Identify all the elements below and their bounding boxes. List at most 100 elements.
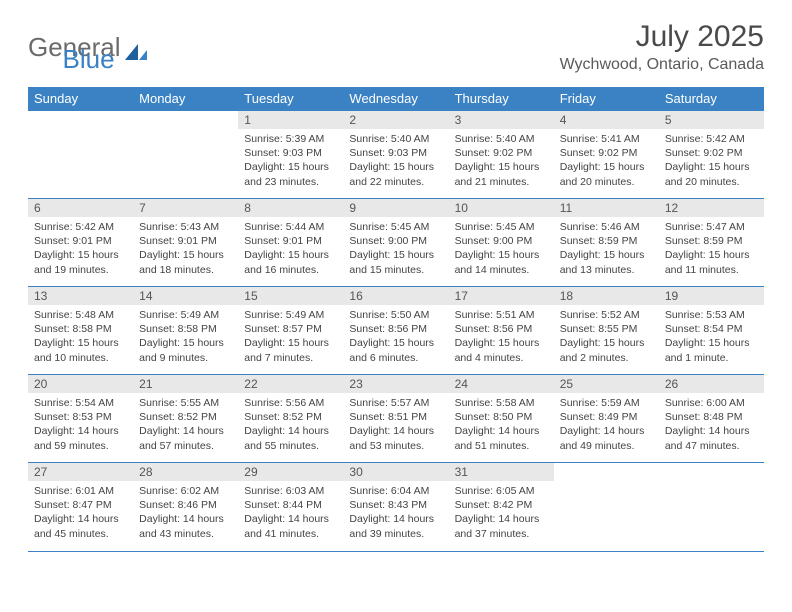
calendar-day-cell: 28Sunrise: 6:02 AMSunset: 8:46 PMDayligh… [133, 463, 238, 551]
daylight-text: Daylight: 15 hours and 1 minute. [665, 336, 758, 364]
daylight-text: Daylight: 14 hours and 53 minutes. [349, 424, 442, 452]
sunset-text: Sunset: 8:51 PM [349, 410, 442, 424]
sunset-text: Sunset: 8:56 PM [349, 322, 442, 336]
day-number: 20 [28, 375, 133, 393]
day-content: Sunrise: 5:42 AMSunset: 9:01 PMDaylight:… [28, 217, 133, 283]
sunset-text: Sunset: 8:52 PM [244, 410, 337, 424]
day-content: Sunrise: 5:48 AMSunset: 8:58 PMDaylight:… [28, 305, 133, 371]
day-content: Sunrise: 5:41 AMSunset: 9:02 PMDaylight:… [554, 129, 659, 195]
sunrise-text: Sunrise: 5:40 AM [455, 132, 548, 146]
calendar-day-cell: 9Sunrise: 5:45 AMSunset: 9:00 PMDaylight… [343, 199, 448, 287]
sunset-text: Sunset: 8:42 PM [455, 498, 548, 512]
sunrise-text: Sunrise: 6:03 AM [244, 484, 337, 498]
sunset-text: Sunset: 9:00 PM [455, 234, 548, 248]
sunrise-text: Sunrise: 5:59 AM [560, 396, 653, 410]
calendar-day-cell: 2Sunrise: 5:40 AMSunset: 9:03 PMDaylight… [343, 111, 448, 199]
weekday-header: Monday [133, 87, 238, 111]
day-number: 19 [659, 287, 764, 305]
day-number: 27 [28, 463, 133, 481]
day-number: 24 [449, 375, 554, 393]
sunrise-text: Sunrise: 5:47 AM [665, 220, 758, 234]
day-content: Sunrise: 5:56 AMSunset: 8:52 PMDaylight:… [238, 393, 343, 459]
day-number: 15 [238, 287, 343, 305]
calendar-day-cell: 30Sunrise: 6:04 AMSunset: 8:43 PMDayligh… [343, 463, 448, 551]
calendar-day-cell: 16Sunrise: 5:50 AMSunset: 8:56 PMDayligh… [343, 287, 448, 375]
sunrise-text: Sunrise: 5:56 AM [244, 396, 337, 410]
sunrise-text: Sunrise: 6:02 AM [139, 484, 232, 498]
day-number: 8 [238, 199, 343, 217]
daylight-text: Daylight: 15 hours and 2 minutes. [560, 336, 653, 364]
sunset-text: Sunset: 8:53 PM [34, 410, 127, 424]
day-content: Sunrise: 5:40 AMSunset: 9:03 PMDaylight:… [343, 129, 448, 195]
calendar-day-cell: 10Sunrise: 5:45 AMSunset: 9:00 PMDayligh… [449, 199, 554, 287]
sunrise-text: Sunrise: 6:05 AM [455, 484, 548, 498]
day-number: 18 [554, 287, 659, 305]
day-content: Sunrise: 5:54 AMSunset: 8:53 PMDaylight:… [28, 393, 133, 459]
day-number: 22 [238, 375, 343, 393]
daylight-text: Daylight: 15 hours and 20 minutes. [665, 160, 758, 188]
day-number: 16 [343, 287, 448, 305]
sunrise-text: Sunrise: 5:39 AM [244, 132, 337, 146]
sunset-text: Sunset: 8:46 PM [139, 498, 232, 512]
day-content: Sunrise: 5:44 AMSunset: 9:01 PMDaylight:… [238, 217, 343, 283]
sunset-text: Sunset: 9:02 PM [455, 146, 548, 160]
calendar-day-cell [28, 111, 133, 199]
calendar-week-row: 13Sunrise: 5:48 AMSunset: 8:58 PMDayligh… [28, 287, 764, 375]
calendar-day-cell: 29Sunrise: 6:03 AMSunset: 8:44 PMDayligh… [238, 463, 343, 551]
sunrise-text: Sunrise: 5:44 AM [244, 220, 337, 234]
sunset-text: Sunset: 8:57 PM [244, 322, 337, 336]
sunrise-text: Sunrise: 6:04 AM [349, 484, 442, 498]
day-content: Sunrise: 5:43 AMSunset: 9:01 PMDaylight:… [133, 217, 238, 283]
sunset-text: Sunset: 8:58 PM [139, 322, 232, 336]
calendar-day-cell: 22Sunrise: 5:56 AMSunset: 8:52 PMDayligh… [238, 375, 343, 463]
calendar-day-cell: 15Sunrise: 5:49 AMSunset: 8:57 PMDayligh… [238, 287, 343, 375]
daylight-text: Daylight: 15 hours and 9 minutes. [139, 336, 232, 364]
sunset-text: Sunset: 9:01 PM [34, 234, 127, 248]
day-content: Sunrise: 6:01 AMSunset: 8:47 PMDaylight:… [28, 481, 133, 547]
sunset-text: Sunset: 8:55 PM [560, 322, 653, 336]
day-content: Sunrise: 5:58 AMSunset: 8:50 PMDaylight:… [449, 393, 554, 459]
day-content: Sunrise: 6:04 AMSunset: 8:43 PMDaylight:… [343, 481, 448, 547]
sunrise-text: Sunrise: 5:49 AM [139, 308, 232, 322]
day-content: Sunrise: 5:55 AMSunset: 8:52 PMDaylight:… [133, 393, 238, 459]
calendar-body: 1Sunrise: 5:39 AMSunset: 9:03 PMDaylight… [28, 111, 764, 551]
daylight-text: Daylight: 15 hours and 22 minutes. [349, 160, 442, 188]
calendar-day-cell: 8Sunrise: 5:44 AMSunset: 9:01 PMDaylight… [238, 199, 343, 287]
sunrise-text: Sunrise: 5:51 AM [455, 308, 548, 322]
day-number: 11 [554, 199, 659, 217]
weekday-header: Thursday [449, 87, 554, 111]
sunrise-text: Sunrise: 5:42 AM [665, 132, 758, 146]
bottom-rule [28, 551, 764, 552]
calendar-table: Sunday Monday Tuesday Wednesday Thursday… [28, 87, 764, 551]
sunrise-text: Sunrise: 5:55 AM [139, 396, 232, 410]
day-number: 17 [449, 287, 554, 305]
sunset-text: Sunset: 8:50 PM [455, 410, 548, 424]
day-number: 23 [343, 375, 448, 393]
sunset-text: Sunset: 9:00 PM [349, 234, 442, 248]
day-content: Sunrise: 6:00 AMSunset: 8:48 PMDaylight:… [659, 393, 764, 459]
location-text: Wychwood, Ontario, Canada [560, 56, 764, 74]
day-number: 4 [554, 111, 659, 129]
day-number: 30 [343, 463, 448, 481]
sunset-text: Sunset: 9:01 PM [244, 234, 337, 248]
daylight-text: Daylight: 14 hours and 57 minutes. [139, 424, 232, 452]
sunset-text: Sunset: 9:03 PM [349, 146, 442, 160]
daylight-text: Daylight: 15 hours and 19 minutes. [34, 248, 127, 276]
sunrise-text: Sunrise: 5:41 AM [560, 132, 653, 146]
brand-logo: General Blue [28, 20, 115, 75]
calendar-day-cell: 19Sunrise: 5:53 AMSunset: 8:54 PMDayligh… [659, 287, 764, 375]
day-number: 5 [659, 111, 764, 129]
calendar-day-cell [659, 463, 764, 551]
calendar-day-cell: 23Sunrise: 5:57 AMSunset: 8:51 PMDayligh… [343, 375, 448, 463]
daylight-text: Daylight: 14 hours and 41 minutes. [244, 512, 337, 540]
day-number: 6 [28, 199, 133, 217]
weekday-header: Tuesday [238, 87, 343, 111]
daylight-text: Daylight: 14 hours and 47 minutes. [665, 424, 758, 452]
sunrise-text: Sunrise: 5:42 AM [34, 220, 127, 234]
day-content: Sunrise: 5:40 AMSunset: 9:02 PMDaylight:… [449, 129, 554, 195]
daylight-text: Daylight: 15 hours and 15 minutes. [349, 248, 442, 276]
sunrise-text: Sunrise: 6:00 AM [665, 396, 758, 410]
sunset-text: Sunset: 8:59 PM [560, 234, 653, 248]
day-content: Sunrise: 5:45 AMSunset: 9:00 PMDaylight:… [343, 217, 448, 283]
sunset-text: Sunset: 8:54 PM [665, 322, 758, 336]
